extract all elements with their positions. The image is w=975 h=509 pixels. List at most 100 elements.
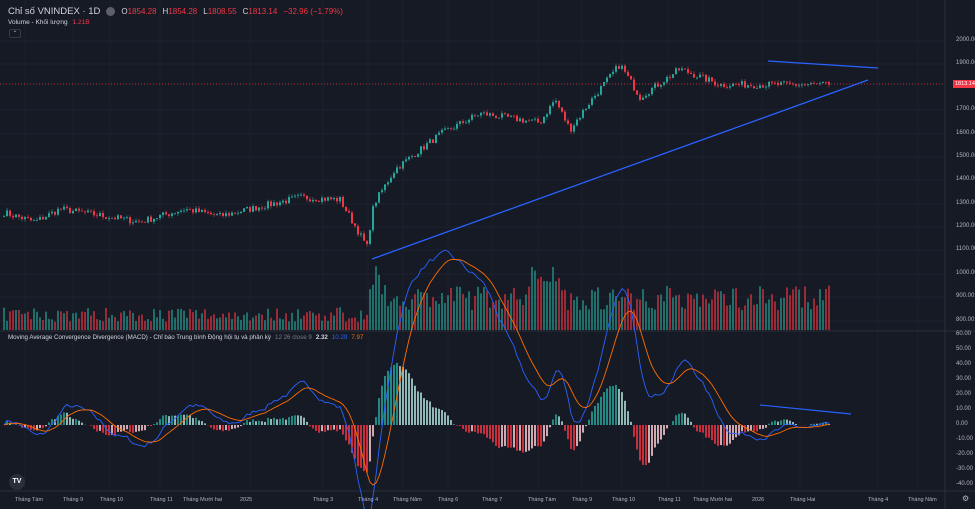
candle-body bbox=[576, 119, 578, 126]
volume-bar bbox=[699, 306, 701, 330]
volume-bar bbox=[279, 318, 281, 330]
volume-bar bbox=[720, 291, 722, 330]
macd-histogram-bar bbox=[438, 408, 440, 425]
macd-histogram-bar bbox=[120, 425, 122, 432]
volume-bar bbox=[780, 298, 782, 330]
candle-body bbox=[678, 68, 680, 71]
candle-body bbox=[810, 83, 812, 85]
volume-bar bbox=[282, 319, 284, 330]
macd-histogram-bar bbox=[714, 425, 716, 444]
volume-bar bbox=[501, 308, 503, 330]
macd-histogram-bar bbox=[702, 425, 704, 433]
macd-histogram-bar bbox=[285, 419, 287, 425]
candle-body bbox=[348, 211, 350, 213]
candle-body bbox=[666, 76, 668, 83]
candle-body bbox=[492, 113, 494, 116]
volume-bar bbox=[210, 316, 212, 330]
volume-bar bbox=[492, 302, 494, 330]
volume-bar bbox=[66, 310, 68, 330]
candle-body bbox=[489, 113, 491, 116]
volume-bar bbox=[696, 293, 698, 330]
candle-body bbox=[807, 84, 809, 85]
macd-histogram-bar bbox=[531, 425, 533, 449]
volume-bar bbox=[9, 311, 11, 330]
candle-body bbox=[528, 120, 530, 122]
candle-body bbox=[123, 217, 125, 219]
tradingview-logo[interactable]: TV bbox=[9, 474, 25, 490]
candle-body bbox=[705, 74, 707, 82]
volume-bar bbox=[804, 286, 806, 330]
macd-label[interactable]: Moving Average Convergence Divergence (M… bbox=[8, 334, 271, 341]
macd-histogram-bar bbox=[624, 400, 626, 425]
macd-histogram-bar bbox=[717, 425, 719, 446]
volume-bar bbox=[42, 320, 44, 330]
macd-histogram-bar bbox=[135, 425, 137, 432]
volume-bar bbox=[819, 289, 821, 330]
macd-histogram-bar bbox=[297, 415, 299, 425]
macd-axis-label: -40.00 bbox=[956, 481, 974, 487]
volume-bar bbox=[618, 301, 620, 330]
candle-body bbox=[177, 211, 179, 214]
volume-bar bbox=[180, 308, 182, 330]
macd-histogram-bar bbox=[237, 425, 239, 428]
candle-body bbox=[480, 112, 482, 116]
volume-bar bbox=[177, 308, 179, 330]
volume-bar bbox=[816, 305, 818, 330]
volume-bar bbox=[216, 318, 218, 330]
macd-histogram-bar bbox=[108, 425, 110, 436]
macd-histogram-bar bbox=[441, 410, 443, 425]
time-axis-label: Tháng 11 bbox=[658, 497, 681, 503]
macd-axis-label: 10.00 bbox=[956, 406, 972, 412]
price-axis-label: 2000.00 bbox=[956, 37, 975, 43]
macd-histogram-bar bbox=[489, 425, 491, 440]
low-value: 1808.55 bbox=[207, 7, 237, 16]
macd-histogram-bar bbox=[417, 391, 419, 425]
settings-icon[interactable]: ⚙ bbox=[962, 494, 970, 503]
macd-histogram-bar bbox=[516, 425, 518, 451]
macd-histogram-bar bbox=[411, 378, 413, 425]
volume-bar bbox=[672, 297, 674, 330]
macd-histogram-bar bbox=[231, 425, 233, 430]
price-axis-label: 1600.00 bbox=[956, 130, 975, 136]
volume-bar bbox=[36, 311, 38, 330]
close-label: C bbox=[242, 7, 249, 16]
macd-histogram-bar bbox=[555, 414, 557, 425]
volume-bar bbox=[627, 288, 629, 330]
volume-bar bbox=[294, 321, 296, 330]
volume-bar bbox=[96, 319, 98, 330]
candle-body bbox=[393, 173, 395, 178]
candle-body bbox=[426, 143, 428, 150]
candle-body bbox=[660, 84, 662, 87]
resistance-trendline bbox=[767, 60, 879, 69]
macd-histogram-bar bbox=[519, 425, 521, 451]
macd-histogram-bar bbox=[687, 417, 689, 425]
volume-label[interactable]: Volume - Khối lượng bbox=[8, 19, 68, 26]
volume-bar bbox=[426, 293, 428, 330]
macd-histogram-bar bbox=[825, 422, 827, 425]
macd-histogram-bar bbox=[549, 425, 551, 428]
time-axis-label: Tháng Năm bbox=[908, 497, 937, 503]
candle-body bbox=[69, 207, 71, 214]
volume-bar bbox=[192, 312, 194, 330]
candle-body bbox=[795, 84, 797, 86]
candle-body bbox=[174, 213, 176, 215]
volume-bar bbox=[429, 306, 431, 330]
volume-bar bbox=[813, 298, 815, 330]
candle-body bbox=[648, 94, 650, 96]
candle-body bbox=[420, 146, 422, 155]
volume-bar bbox=[423, 292, 425, 330]
volume-bar bbox=[717, 291, 719, 330]
candle-body bbox=[369, 230, 371, 244]
chevron-up-icon[interactable]: ⌃ bbox=[9, 29, 21, 38]
volume-bar bbox=[243, 314, 245, 330]
candle-body bbox=[633, 79, 635, 91]
volume-bar bbox=[786, 287, 788, 330]
volume-bar bbox=[387, 305, 389, 330]
price-axis-label: 1700.00 bbox=[956, 106, 975, 112]
macd-histogram-bar bbox=[432, 407, 434, 425]
macd-histogram-bar bbox=[327, 425, 329, 431]
symbol-title[interactable]: Chỉ số VNINDEX · 1D bbox=[8, 6, 101, 17]
candle-body bbox=[396, 167, 398, 174]
candle-body bbox=[738, 84, 740, 86]
